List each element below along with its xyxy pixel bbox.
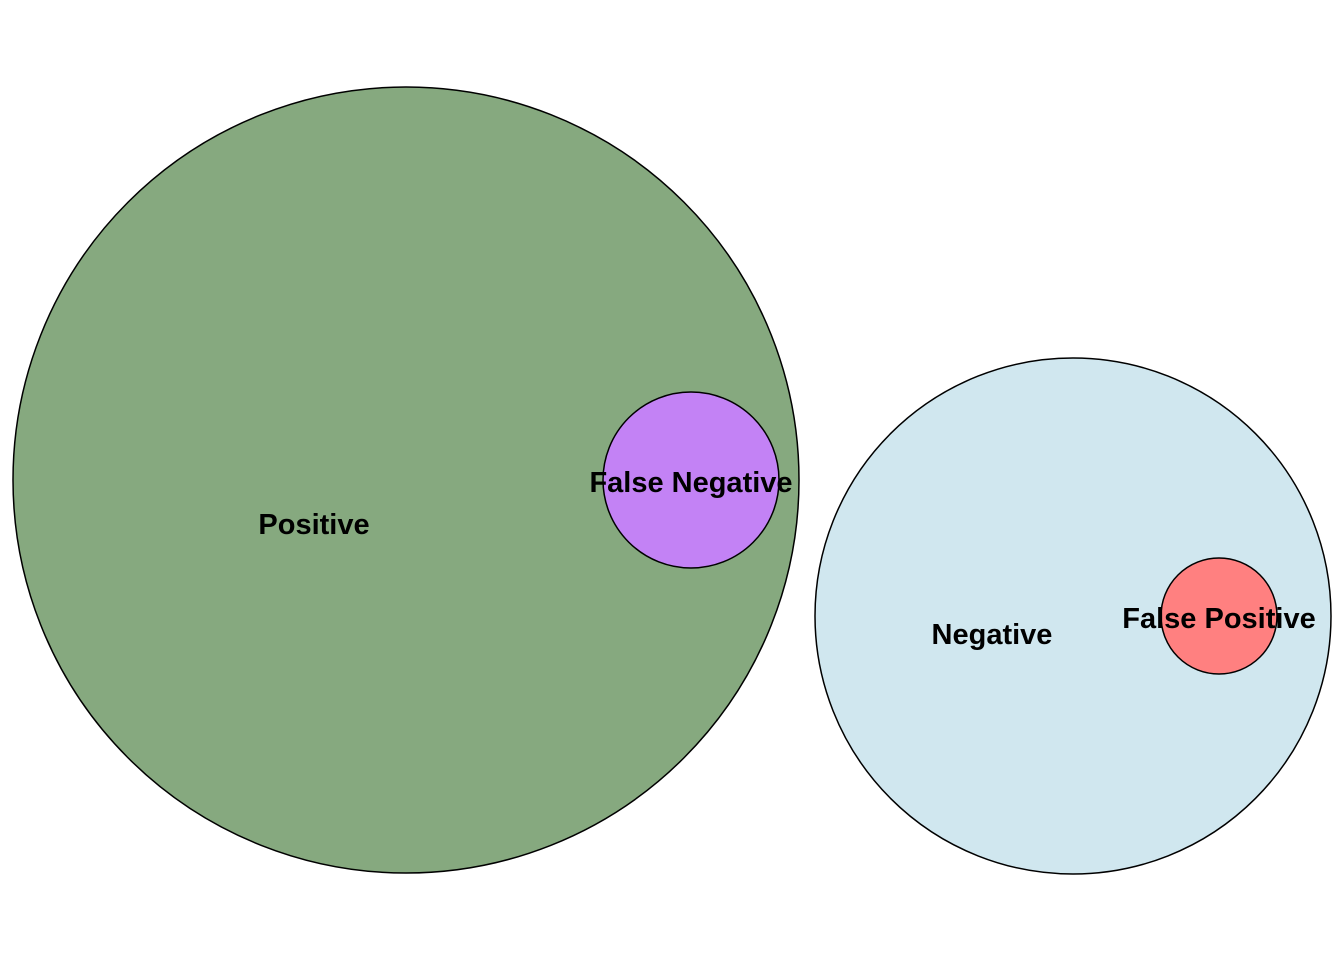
negative-circle — [814, 357, 1332, 875]
negative-label: Negative — [932, 619, 1053, 651]
positive-circle — [12, 86, 800, 874]
positive-label: Positive — [258, 509, 369, 541]
false-negative-label: False Negative — [589, 467, 792, 499]
false-negative-circle — [602, 391, 780, 569]
false-positive-label: False Positive — [1122, 603, 1315, 635]
false-positive-circle — [1160, 557, 1278, 675]
